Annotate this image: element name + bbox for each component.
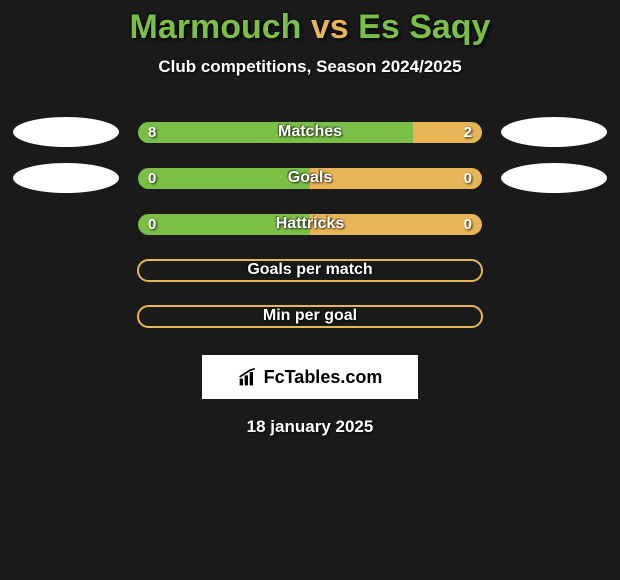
stat-label: Matches <box>138 123 482 141</box>
stat-row: 00Hattricks <box>0 201 620 247</box>
stat-bar: 82Matches <box>137 121 483 144</box>
player1-name: Marmouch <box>130 8 302 46</box>
stat-label: Hattricks <box>138 215 482 233</box>
comparison-table: 82Matches 00Goals 00Hattricks Goals per mat… <box>0 109 620 339</box>
player2-badge <box>501 117 607 147</box>
stat-row: Goals per match <box>0 247 620 293</box>
stat-row: 00Goals <box>0 155 620 201</box>
subtitle: Club competitions, Season 2024/2025 <box>0 57 620 77</box>
bar-chart-icon <box>238 367 258 387</box>
stat-row: Min per goal <box>0 293 620 339</box>
page-title: Marmouch vs Es Saqy <box>0 0 620 47</box>
stat-bar: Min per goal <box>137 305 483 328</box>
stat-label: Goals <box>138 169 482 187</box>
fctables-logo: FcTables.com <box>202 355 418 399</box>
stat-bar: Goals per match <box>137 259 483 282</box>
player1-badge <box>13 117 119 147</box>
stat-row: 82Matches <box>0 109 620 155</box>
stat-bar: 00Goals <box>137 167 483 190</box>
vs-text: vs <box>311 8 349 46</box>
stat-label: Goals per match <box>139 261 481 279</box>
date-text: 18 january 2025 <box>0 417 620 437</box>
player2-name: Es Saqy <box>358 8 490 46</box>
stat-label: Min per goal <box>139 307 481 325</box>
logo-text: FcTables.com <box>264 367 383 388</box>
player2-badge <box>501 163 607 193</box>
stat-bar: 00Hattricks <box>137 213 483 236</box>
player1-badge <box>13 163 119 193</box>
